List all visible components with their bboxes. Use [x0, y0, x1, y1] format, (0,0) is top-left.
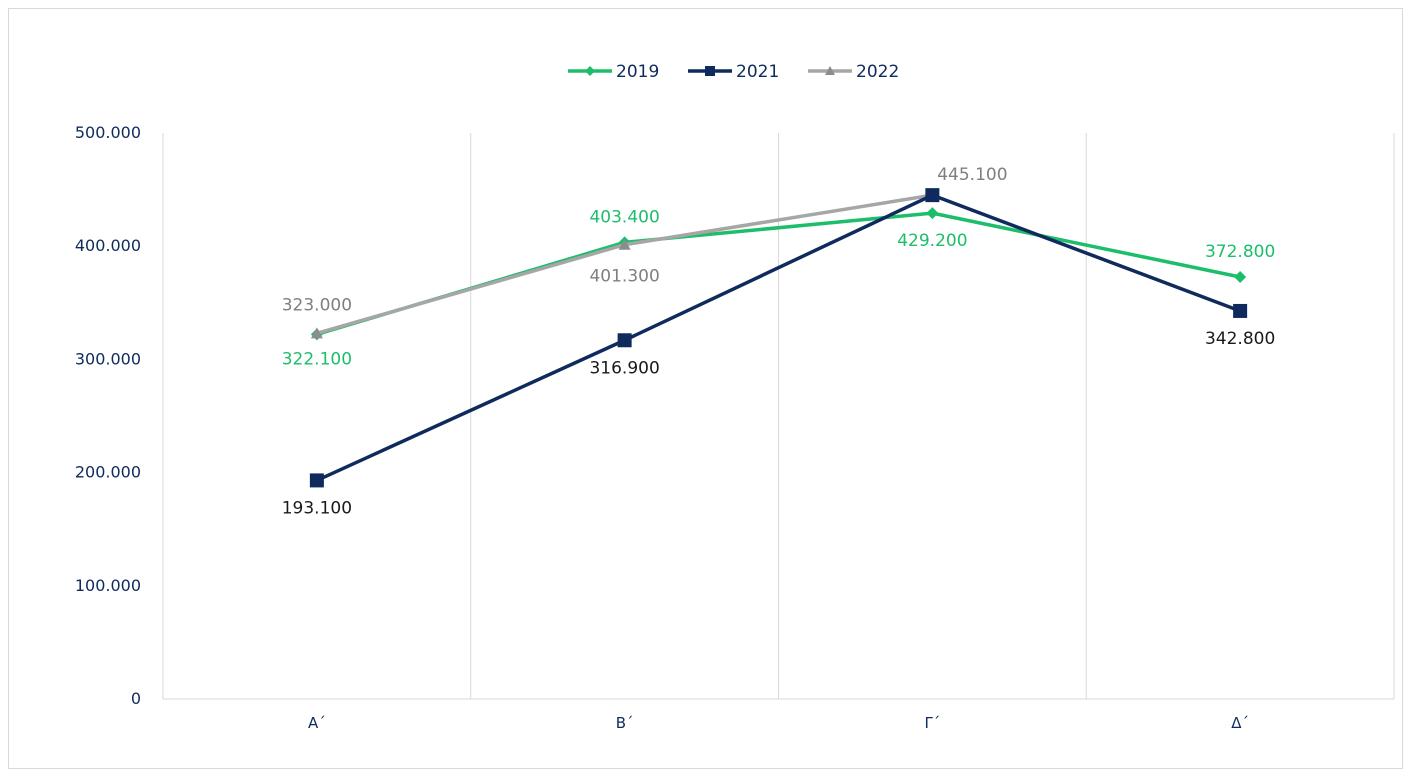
legend: 2019 2021 2022 [568, 62, 899, 82]
marker-2021 [925, 188, 940, 203]
legend-marker [585, 66, 595, 76]
x-tick-label: Α΄ [308, 714, 326, 732]
data-label-2021: 342.800 [1205, 329, 1275, 349]
marker-2019 [926, 207, 939, 220]
legend-label: 2022 [856, 62, 899, 82]
marker-2021 [617, 333, 632, 348]
x-tick-label: Δ΄ [1231, 714, 1249, 732]
y-tick-label: 200.000 [75, 463, 141, 482]
series-group [309, 188, 1248, 488]
legend-item-2021: 2021 [688, 62, 779, 82]
y-axis: 0 100.000 200.000 300.000 400.000 500.000 [75, 123, 141, 708]
marker-2021 [309, 473, 324, 488]
legend-label: 2021 [736, 62, 779, 82]
data-label-2019: 322.100 [282, 349, 352, 369]
x-axis: Α΄ Β΄ Γ΄ Δ΄ [308, 714, 1249, 732]
data-label-2022: 445.100 [937, 165, 1007, 185]
y-tick-label: 100.000 [75, 576, 141, 595]
legend-item-2019: 2019 [568, 62, 659, 82]
marker-2022 [310, 327, 323, 339]
data-label-2021: 193.100 [282, 498, 352, 518]
series-line-2021 [315, 193, 1242, 483]
legend-marker [705, 66, 715, 76]
data-label-2022: 323.000 [282, 295, 352, 315]
data-labels: 322.100 403.400 429.200 372.800 193.100 316.9… [282, 165, 1276, 518]
data-label-2019: 403.400 [589, 207, 659, 227]
y-tick-label: 0 [131, 689, 141, 708]
legend-marker [825, 66, 835, 75]
grid-lines [162, 133, 1395, 700]
x-tick-label: Β΄ [616, 714, 634, 732]
data-label-2019: 372.800 [1205, 242, 1275, 262]
data-label-2019: 429.200 [897, 231, 967, 251]
legend-item-2022: 2022 [808, 62, 899, 82]
marker-2022 [618, 238, 631, 250]
y-tick-label: 400.000 [75, 236, 141, 255]
marker-2021 [1233, 303, 1248, 318]
legend-label: 2019 [616, 62, 659, 82]
data-label-2021: 316.900 [589, 358, 659, 378]
x-tick-label: Γ΄ [924, 714, 940, 732]
chart-frame [8, 8, 1403, 769]
marker-2019 [1234, 270, 1247, 283]
y-tick-label: 500.000 [75, 123, 141, 142]
data-label-2022: 401.300 [589, 267, 659, 287]
y-tick-label: 300.000 [75, 349, 141, 368]
